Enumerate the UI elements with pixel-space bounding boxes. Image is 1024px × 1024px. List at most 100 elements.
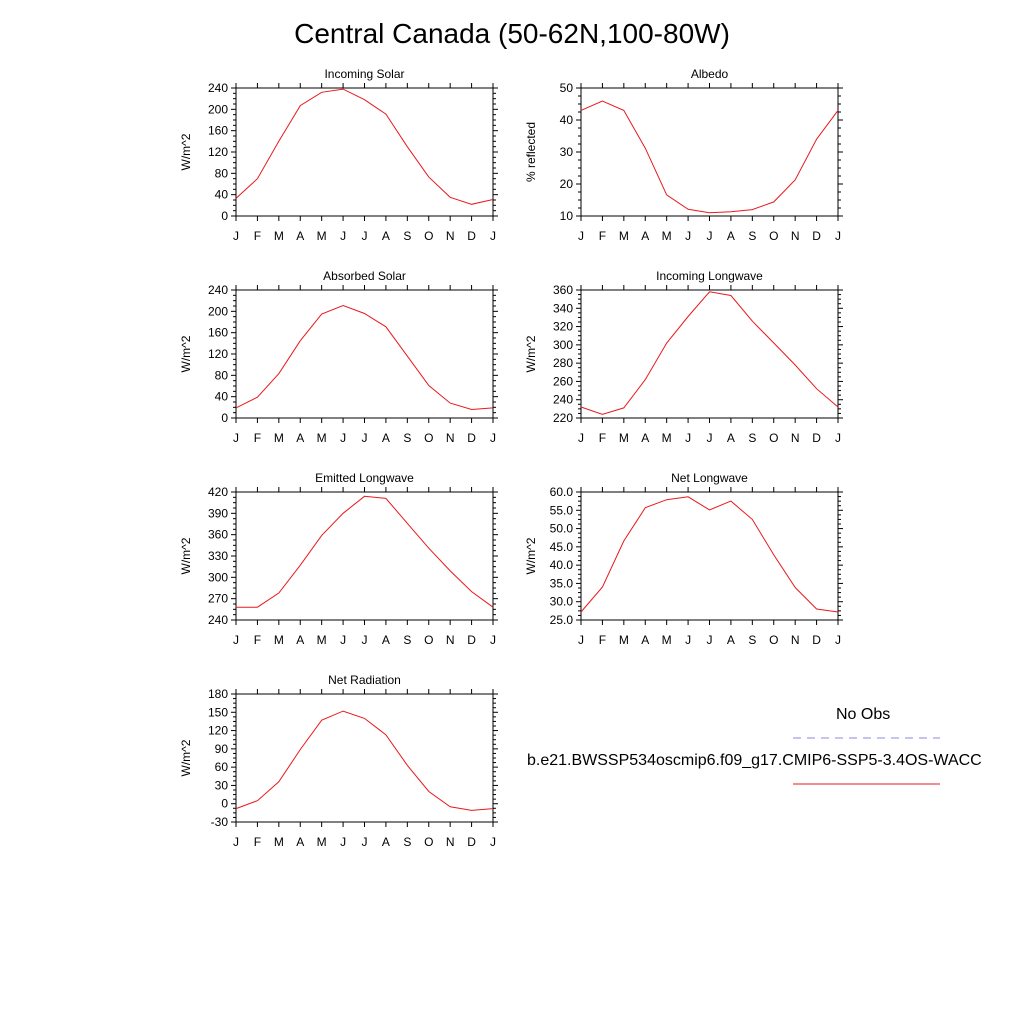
y-tick-label: -30: [211, 815, 229, 829]
series-line: [235, 710, 494, 811]
panel-title: Absorbed Solar: [323, 269, 406, 283]
x-tick-label: S: [748, 431, 756, 445]
y-axis-title: W/m^2: [179, 335, 193, 372]
series-line: [235, 304, 494, 411]
chart-panel-5: Emitted Longwave W/m^2 240 270 300 330 360 390 4…: [179, 471, 498, 647]
y-tick-label: 160: [208, 124, 228, 138]
y-tick-label: 25.0: [550, 613, 574, 627]
panel-title: Emitted Longwave: [315, 471, 414, 485]
x-tick-label: J: [685, 633, 691, 647]
x-tick-label: O: [769, 633, 778, 647]
y-tick-label: 240: [208, 613, 228, 627]
y-tick-label: 300: [553, 338, 573, 352]
y-tick-label: 90: [215, 742, 229, 756]
series-line: [236, 495, 494, 608]
y-tick-label: 160: [208, 326, 228, 340]
x-tick-label: M: [317, 835, 327, 849]
chart-panel-4: Incoming Longwave W/m^2 220 240 260 280 300 320…: [524, 269, 843, 445]
y-tick-label: 80: [215, 368, 229, 382]
x-tick-label: M: [274, 229, 284, 243]
page-title: Central Canada (50-62N,100-80W): [294, 18, 730, 49]
y-tick-label: 220: [553, 411, 573, 425]
y-tick-label: 20: [560, 177, 574, 191]
x-tick-label: M: [619, 431, 629, 445]
y-tick-label: 40.0: [550, 558, 574, 572]
y-tick-label: 120: [208, 347, 228, 361]
x-tick-label: J: [362, 835, 368, 849]
y-tick-label: 260: [553, 374, 573, 388]
y-tick-label: 30: [560, 145, 574, 159]
x-tick-label: F: [254, 633, 261, 647]
y-tick-label: 0: [221, 411, 228, 425]
x-tick-label: D: [467, 633, 476, 647]
y-tick-label: 30.0: [550, 595, 574, 609]
x-tick-label: J: [233, 835, 239, 849]
x-tick-label: J: [233, 431, 239, 445]
y-tick-label: 240: [553, 393, 573, 407]
x-tick-label: A: [296, 431, 304, 445]
x-tick-label: J: [340, 633, 346, 647]
series-line: [580, 496, 839, 613]
y-tick-label: 360: [553, 283, 573, 297]
y-axis-title: % reflected: [524, 122, 538, 182]
y-tick-label: 240: [208, 81, 228, 95]
x-tick-label: O: [424, 633, 433, 647]
x-tick-label: A: [382, 633, 390, 647]
y-axis-title: W/m^2: [179, 133, 193, 170]
x-tick-label: J: [340, 431, 346, 445]
x-tick-label: O: [424, 229, 433, 243]
x-tick-label: O: [769, 229, 778, 243]
x-tick-label: J: [490, 229, 496, 243]
x-tick-label: J: [707, 229, 713, 243]
y-tick-label: 300: [208, 570, 228, 584]
x-tick-label: D: [467, 229, 476, 243]
x-tick-label: O: [424, 431, 433, 445]
y-axis-title: W/m^2: [524, 335, 538, 372]
y-tick-label: 200: [208, 102, 228, 116]
x-tick-label: D: [812, 633, 821, 647]
x-tick-label: M: [662, 431, 672, 445]
x-tick-label: J: [835, 431, 841, 445]
x-tick-label: A: [382, 229, 390, 243]
y-tick-label: 40: [560, 113, 574, 127]
x-tick-label: M: [619, 229, 629, 243]
panel-title: Incoming Longwave: [656, 269, 763, 283]
panel-title: Net Radiation: [328, 673, 401, 687]
x-tick-label: J: [578, 431, 584, 445]
x-tick-label: M: [274, 835, 284, 849]
y-axis-title: W/m^2: [524, 537, 538, 574]
series-line: [235, 88, 494, 205]
x-tick-label: D: [467, 835, 476, 849]
x-tick-label: J: [707, 633, 713, 647]
x-tick-label: A: [296, 633, 304, 647]
x-tick-label: N: [446, 633, 455, 647]
x-tick-label: J: [340, 229, 346, 243]
legend-case-label: b.e21.BWSSP534oscmip6.f09_g17.CMIP6-SSP5…: [527, 752, 982, 769]
y-tick-label: 150: [208, 705, 228, 719]
x-tick-label: O: [424, 835, 433, 849]
legend-obs-label: No Obs: [836, 706, 891, 723]
y-tick-label: 0: [221, 209, 228, 223]
y-tick-label: 200: [208, 304, 228, 318]
y-tick-label: 240: [208, 283, 228, 297]
y-tick-label: 320: [553, 320, 573, 334]
x-tick-label: F: [254, 229, 261, 243]
y-tick-label: 60: [215, 760, 229, 774]
x-tick-label: S: [403, 431, 411, 445]
y-tick-label: 40: [215, 390, 229, 404]
x-tick-label: J: [233, 229, 239, 243]
x-tick-label: J: [490, 835, 496, 849]
x-tick-label: M: [662, 229, 672, 243]
x-tick-label: A: [727, 229, 735, 243]
x-tick-label: N: [791, 633, 800, 647]
y-tick-label: 0: [221, 797, 228, 811]
y-tick-label: 60.0: [550, 485, 574, 499]
x-tick-label: S: [403, 229, 411, 243]
x-tick-label: J: [835, 229, 841, 243]
x-tick-label: N: [446, 835, 455, 849]
x-tick-label: A: [296, 229, 304, 243]
y-tick-label: 180: [208, 687, 228, 701]
